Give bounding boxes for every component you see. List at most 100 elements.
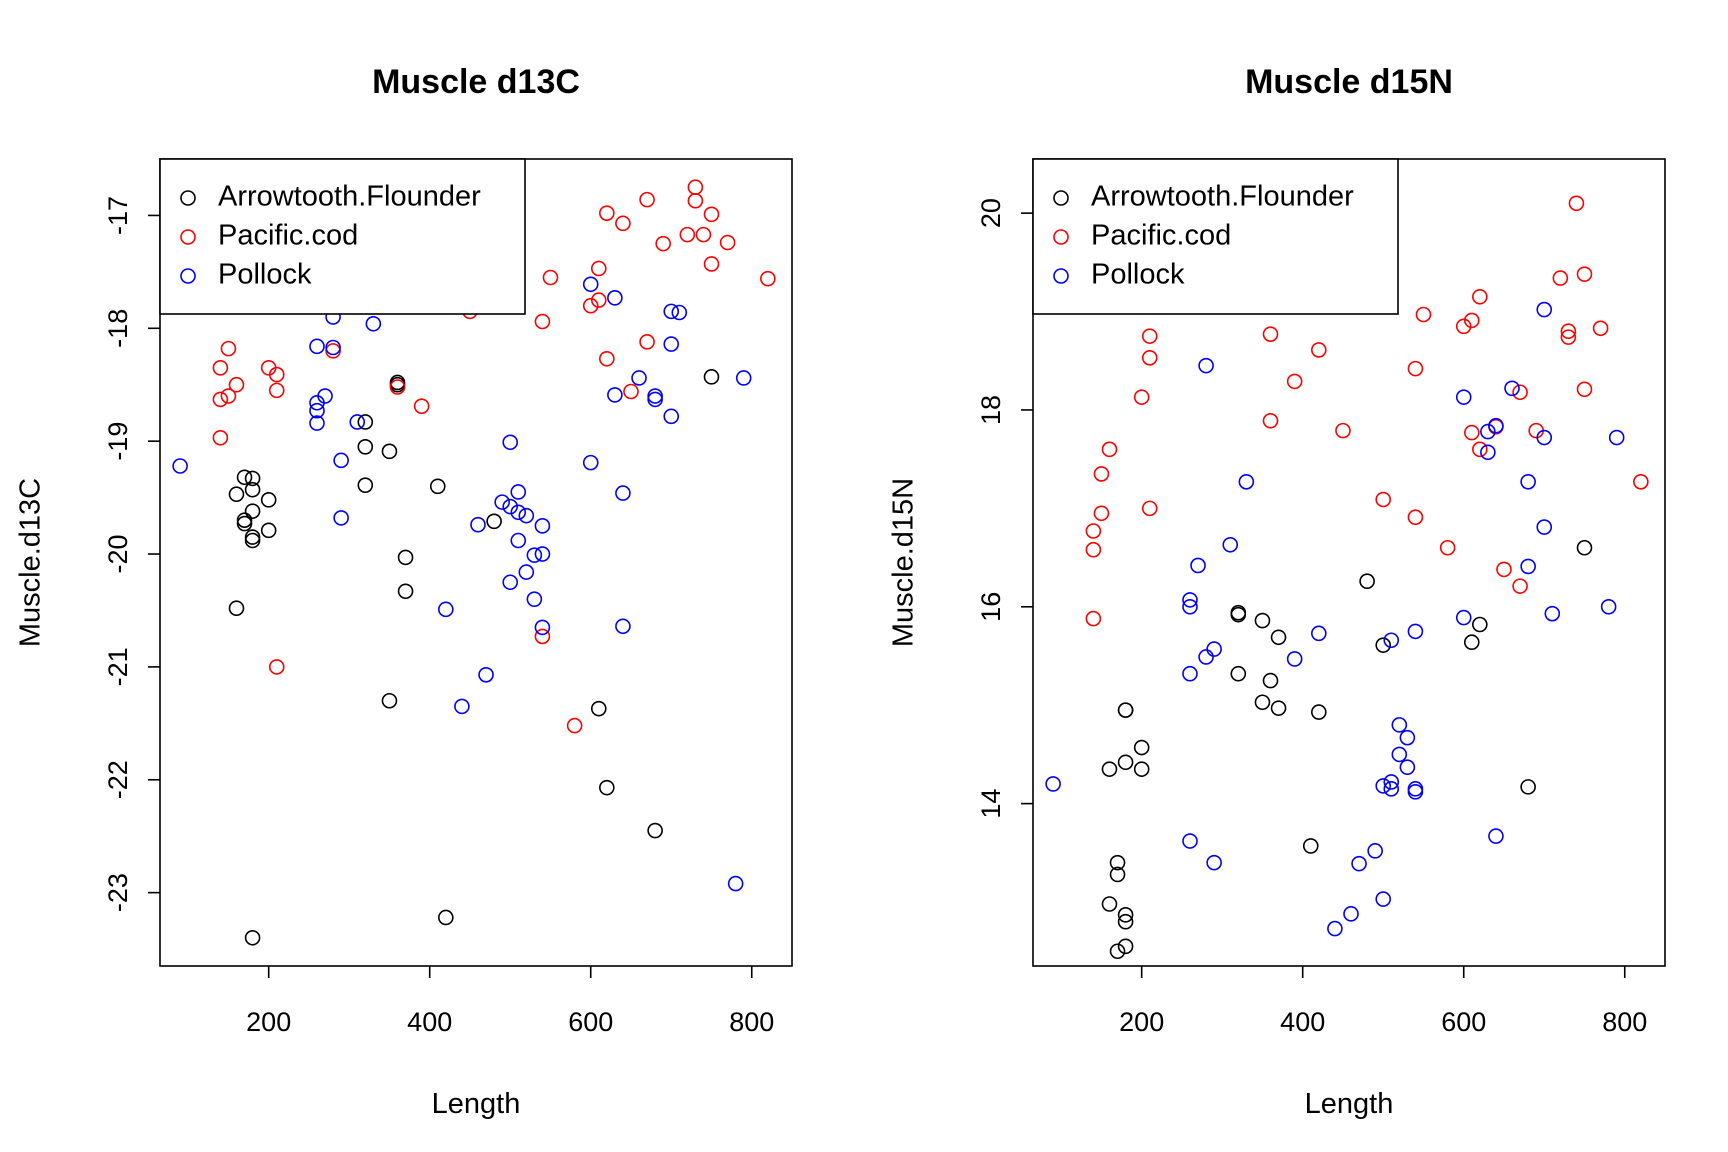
data-point [1383,774,1400,790]
data-point [1045,776,1061,792]
data-point [1488,417,1504,434]
data-point [1117,907,1134,923]
y-tick-label: -20 [103,535,133,574]
data-point [1544,605,1561,622]
data-point [534,628,551,645]
data-point [1375,637,1392,653]
data-point [1262,672,1279,689]
data-point [1198,649,1214,665]
data-point [599,205,615,221]
data-point [526,547,543,563]
data-point [510,532,527,549]
y-tick-label: -23 [103,873,133,912]
data-points [1045,195,1649,960]
data-point [1375,778,1392,794]
series-0 [228,369,720,946]
data-point [1286,373,1303,390]
data-point [333,510,349,526]
data-point [381,692,398,709]
data-point [1439,539,1456,556]
data-point [1472,616,1488,633]
data-point [671,304,688,321]
data-point [1455,389,1472,405]
series-1 [212,179,776,734]
data-point [582,297,599,314]
x-axis-label: Length [432,1088,521,1120]
data-point [1480,444,1496,461]
x-axis: 200 400 600 800 [1119,966,1647,1037]
data-point [1576,266,1593,282]
data-point [1536,429,1553,446]
data-point [454,698,470,715]
data-point [1141,328,1158,344]
data-point [1383,632,1400,649]
data-point [1512,384,1528,401]
data-point [1520,779,1536,795]
data-point [212,391,229,408]
data-point [607,290,623,306]
data-point [1206,854,1222,871]
data-point [438,909,454,926]
data-point [695,226,712,243]
data-point [1367,843,1383,859]
data-point [397,549,414,566]
data-point [518,507,535,524]
data-point [1600,598,1617,615]
series-2 [1045,301,1625,937]
y-tick-label: 18 [976,395,1006,425]
data-point [1222,536,1239,553]
data-point [1230,665,1247,682]
data-point [526,591,543,607]
data-point [1085,610,1102,627]
data-point [703,256,720,272]
data-point [1391,746,1408,763]
data-point [1262,412,1279,429]
data-point [1311,342,1327,358]
data-point [1117,754,1134,771]
data-point [1391,717,1408,733]
data-point [1520,558,1536,575]
legend-marker [180,268,196,284]
panel-2: Muscle d15N 200 400 600 800 Length 14 16 18 20 Mus… [888,63,1666,1120]
data-point [631,370,647,386]
data-point [1198,357,1214,374]
series-0 [1101,539,1593,960]
y-tick-label: -18 [103,309,133,348]
y-axis-label: Muscle.d15N [888,478,920,647]
data-point [1455,609,1472,626]
data-point [1415,306,1432,323]
chart-title: Muscle d15N [1245,63,1453,101]
data-point [1230,606,1247,623]
data-point [1182,598,1198,615]
legend: Arrowtooth.Flounder Pacific.cod Pollock [1032,158,1399,315]
y-tick-label: 20 [976,198,1006,228]
data-point [357,414,374,430]
data-point [1608,429,1625,446]
data-point [534,619,551,636]
data-point [1262,326,1279,342]
data-point [1270,629,1287,646]
data-point [1407,360,1424,377]
x-tick-label: 200 [246,1007,291,1037]
data-point [470,516,486,533]
data-point [502,574,519,591]
legend-label: Pollock [218,259,312,291]
data-point [1302,838,1319,854]
data-point [429,478,446,495]
data-point [590,292,607,308]
x-tick-label: 200 [1119,1007,1164,1037]
data-point [1109,866,1126,883]
data-point [518,564,535,580]
data-point [260,492,277,508]
data-point [1085,523,1102,539]
data-point [542,269,559,286]
data-point [1633,473,1649,490]
data-point [1536,301,1553,318]
data-point [1141,349,1158,366]
x-tick-label: 600 [568,1007,613,1037]
x-tick-label: 400 [1280,1007,1325,1037]
data-point [647,391,663,408]
data-point [413,398,430,414]
data-point [1093,505,1110,522]
x-tick-label: 800 [1602,1007,1647,1037]
